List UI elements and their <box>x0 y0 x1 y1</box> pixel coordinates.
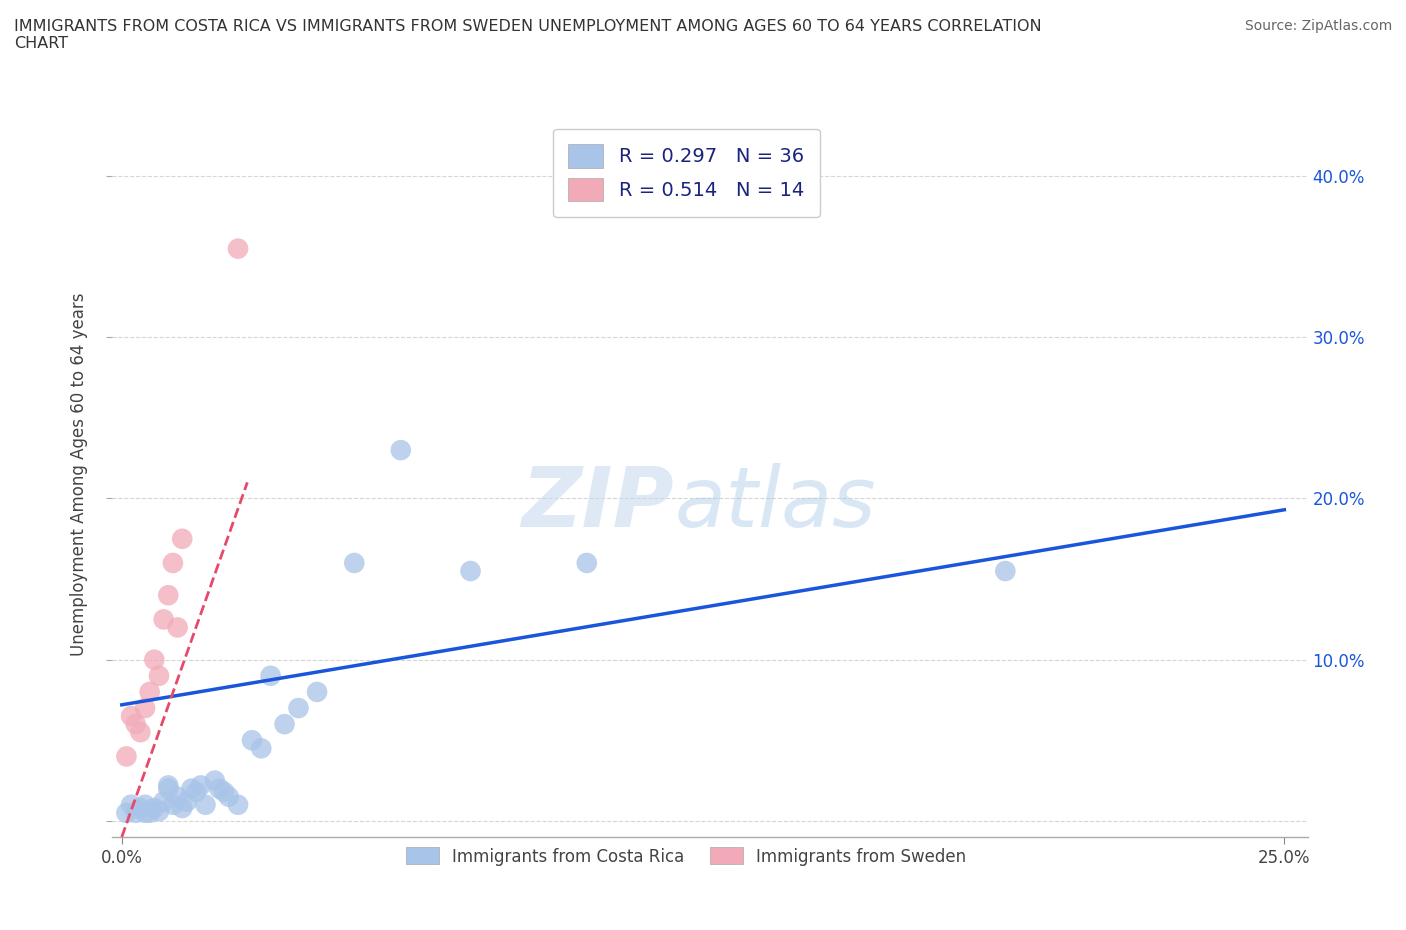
Point <box>575 555 598 570</box>
Point <box>120 797 142 812</box>
Point <box>172 801 194 816</box>
Point <box>180 781 202 796</box>
Point <box>129 724 152 739</box>
Point <box>218 790 240 804</box>
Legend: Immigrants from Costa Rica, Immigrants from Sweden: Immigrants from Costa Rica, Immigrants f… <box>399 841 973 872</box>
Text: IMMIGRANTS FROM COSTA RICA VS IMMIGRANTS FROM SWEDEN UNEMPLOYMENT AMONG AGES 60 : IMMIGRANTS FROM COSTA RICA VS IMMIGRANTS… <box>14 19 1042 51</box>
Point <box>204 773 226 788</box>
Point <box>250 741 273 756</box>
Point <box>186 784 208 799</box>
Point <box>115 749 138 764</box>
Point <box>287 700 309 715</box>
Text: atlas: atlas <box>675 463 876 544</box>
Point <box>166 620 188 635</box>
Point <box>134 797 156 812</box>
Point <box>157 781 180 796</box>
Point <box>138 805 160 820</box>
Point <box>152 612 174 627</box>
Point <box>212 784 235 799</box>
Point <box>208 781 231 796</box>
Point <box>240 733 263 748</box>
Point <box>134 700 156 715</box>
Point <box>226 797 249 812</box>
Point <box>120 709 142 724</box>
Point <box>460 564 482 578</box>
Point <box>259 669 281 684</box>
Text: ZIP: ZIP <box>522 463 675 544</box>
Point <box>148 669 170 684</box>
Point <box>148 804 170 818</box>
Point <box>162 797 184 812</box>
Point <box>125 805 148 820</box>
Y-axis label: Unemployment Among Ages 60 to 64 years: Unemployment Among Ages 60 to 64 years <box>70 293 89 656</box>
Text: Source: ZipAtlas.com: Source: ZipAtlas.com <box>1244 19 1392 33</box>
Point <box>190 778 212 793</box>
Point <box>166 790 188 804</box>
Point <box>152 794 174 809</box>
Point <box>994 564 1017 578</box>
Point <box>176 794 198 809</box>
Point <box>115 805 138 820</box>
Point <box>172 531 194 546</box>
Point <box>307 684 329 699</box>
Point <box>143 652 166 667</box>
Point <box>125 717 148 732</box>
Point <box>389 443 412 458</box>
Point <box>226 241 249 256</box>
Point <box>134 805 156 820</box>
Point <box>157 588 180 603</box>
Point <box>162 555 184 570</box>
Point <box>343 555 366 570</box>
Point <box>143 801 166 816</box>
Point <box>157 778 180 793</box>
Point <box>129 801 152 816</box>
Point <box>273 717 295 732</box>
Point <box>194 797 217 812</box>
Point <box>138 684 160 699</box>
